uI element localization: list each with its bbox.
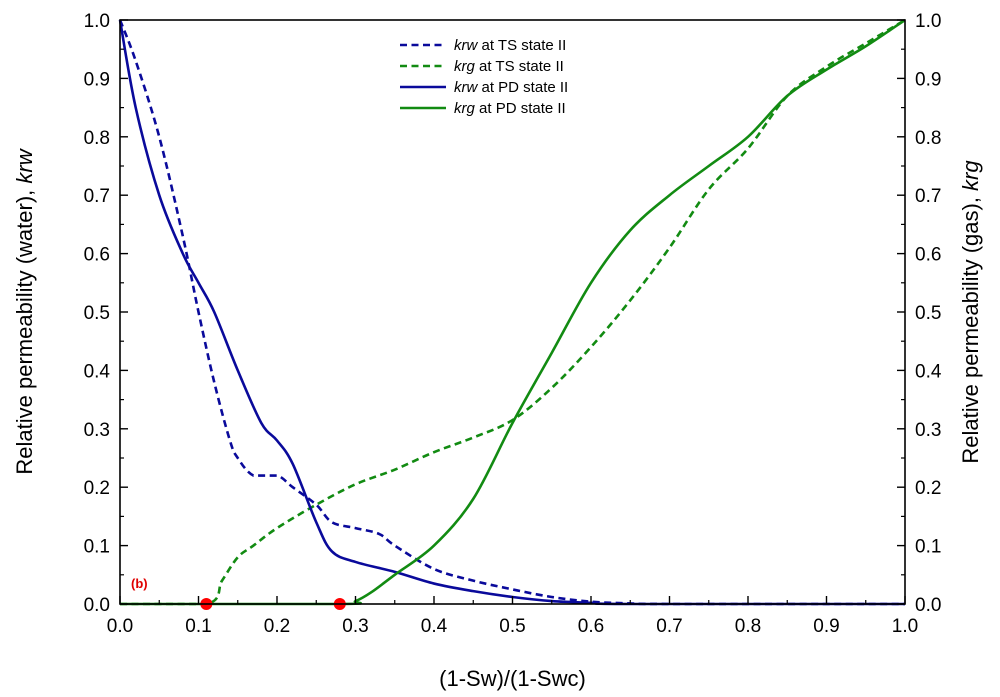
legend-label-rest: at PD state II (477, 79, 568, 96)
series-layer (118, 18, 906, 606)
x-tick-label: 0.1 (185, 616, 211, 637)
y-left-tick-label: 0.1 (84, 537, 110, 558)
x-tick-label: 0.3 (342, 616, 368, 637)
y-right-tick-label: 0.8 (915, 128, 941, 149)
y-left-tick-label: 0.6 (84, 245, 110, 266)
y-right-tick-label: 0.1 (915, 537, 941, 558)
y-left-tick-label: 0.2 (84, 478, 110, 499)
y-right-tick-label: 0.0 (915, 595, 941, 616)
legend-label-italic: krw (454, 37, 478, 54)
x-tick-label: 0.9 (813, 616, 839, 637)
y-right-tick-label: 0.5 (915, 303, 941, 324)
legend-label-italic: krw (454, 79, 478, 96)
y-right-tick-label: 0.2 (915, 478, 941, 499)
legend-label: krw at PD state II (454, 79, 568, 96)
y-left-tick-label: 0.5 (84, 303, 110, 324)
legend-label-italic: krg (454, 100, 475, 117)
legend-label-rest: at PD state II (475, 100, 566, 117)
x-tick-label: 0.7 (656, 616, 682, 637)
y-right-tick-label: 0.6 (915, 245, 941, 266)
y-left-tick-label: 0.3 (84, 420, 110, 441)
legend-label: krw at TS state II (454, 37, 566, 54)
legend-label: krg at PD state II (454, 100, 566, 117)
y-right-tick-label: 0.7 (915, 186, 941, 207)
series-line (118, 19, 905, 606)
series-line (118, 19, 905, 606)
legend-label-rest: at TS state II (475, 58, 564, 75)
y-left-axis-title-text: Relative permeability (water), (12, 184, 37, 475)
x-tick-label: 0.5 (499, 616, 525, 637)
y-left-tick-label: 1.0 (84, 11, 110, 32)
legend-label-italic: krg (454, 58, 475, 75)
y-left-axis-ticks: 0.0 0.1 0.2 0.3 0.4 0.5 0.6 0.7 0.8 0.9 1.0 (84, 11, 128, 616)
legend-label: krg at TS state II (454, 58, 564, 75)
x-tick-label: 0.4 (421, 616, 448, 637)
x-axis-ticks: 0.0 0.1 0.2 0.3 0.4 0.5 0.6 0.7 0.8 0.9 1.0 (107, 596, 918, 637)
y-left-tick-label: 0.0 (84, 595, 110, 616)
series-line (120, 18, 906, 606)
x-tick-label: 1.0 (892, 616, 918, 637)
panel-label: (b) (131, 576, 148, 591)
y-right-tick-label: 0.3 (915, 420, 941, 441)
x-axis-title: (1-Sw)/(1-Swc) (439, 666, 586, 691)
x-tick-label: 0.2 (264, 616, 290, 637)
y-left-tick-label: 0.7 (84, 186, 110, 207)
y-right-tick-label: 0.9 (915, 69, 941, 90)
y-right-axis-title: Relative permeability (gas), krg (958, 160, 983, 464)
y-left-axis-title-italic: krw (12, 147, 37, 183)
x-tick-label: 0.8 (735, 616, 761, 637)
series-line (120, 18, 906, 606)
y-right-axis-title-text: Relative permeability (gas), (958, 191, 983, 464)
y-right-axis-ticks: 0.0 0.1 0.2 0.3 0.4 0.5 0.6 0.7 0.8 0.9 1.0 (897, 11, 942, 616)
y-left-tick-label: 0.4 (84, 361, 111, 382)
y-right-axis-title-italic: krg (958, 160, 983, 191)
x-tick-label: 0.6 (578, 616, 604, 637)
y-right-tick-label: 0.4 (915, 361, 942, 382)
y-left-tick-label: 0.8 (84, 128, 110, 149)
y-right-tick-label: 1.0 (915, 11, 941, 32)
legend-label-rest: at TS state II (477, 37, 566, 54)
y-left-axis-title: Relative permeability (water), krw (12, 147, 37, 474)
y-left-tick-label: 0.9 (84, 69, 110, 90)
x-tick-label: 0.0 (107, 616, 133, 637)
